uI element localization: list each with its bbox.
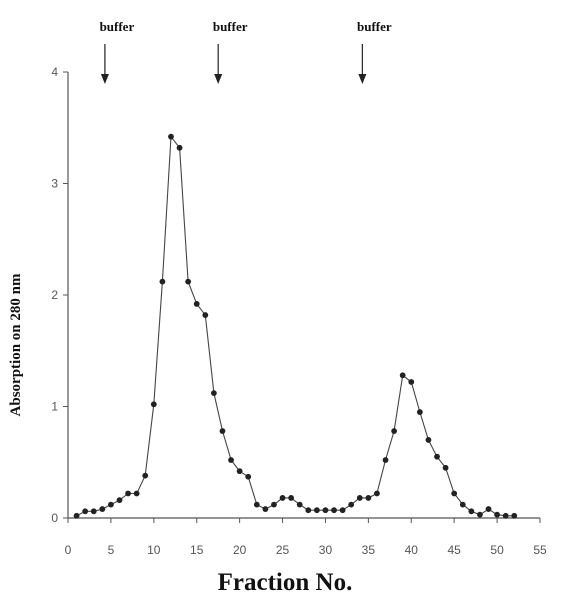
series <box>73 133 518 519</box>
data-point <box>331 507 337 514</box>
buffer-arrow-head <box>358 74 367 84</box>
data-point <box>494 511 500 518</box>
data-point <box>150 401 157 408</box>
data-point <box>322 507 329 514</box>
x-tick-label: 45 <box>448 543 462 557</box>
data-point <box>253 501 260 508</box>
data-point <box>99 506 106 512</box>
x-tick-label: 55 <box>533 543 547 557</box>
x-tick-label: 5 <box>108 543 115 557</box>
x-tick-label: 15 <box>190 543 204 557</box>
buffer-arrow-head <box>100 74 109 84</box>
data-point <box>434 453 440 460</box>
data-point <box>90 508 97 515</box>
data-point <box>133 490 140 497</box>
x-tick-label: 35 <box>362 543 376 557</box>
buffer-label: buffer <box>100 19 135 34</box>
data-point <box>408 379 415 385</box>
data-point <box>236 468 243 475</box>
buffer-annotations: buffer buffer buffer <box>100 19 392 84</box>
data-point <box>365 495 372 501</box>
data-point <box>356 495 363 501</box>
data-point <box>288 495 295 501</box>
data-point <box>296 501 303 508</box>
data-point <box>391 428 398 434</box>
data-point <box>116 497 123 504</box>
buffer-arrow-head <box>214 74 223 84</box>
data-point <box>159 278 166 285</box>
data-point <box>193 301 200 307</box>
data-point <box>374 490 380 497</box>
data-point <box>485 506 492 512</box>
data-point <box>348 501 355 508</box>
data-point <box>425 437 432 443</box>
y-tick-label: 4 <box>51 65 58 79</box>
data-point <box>176 144 183 151</box>
data-point <box>382 457 389 463</box>
y-ticks: 0 1 2 3 4 <box>51 65 68 525</box>
x-tick-label: 10 <box>147 543 161 557</box>
data-point <box>271 501 277 508</box>
data-point <box>442 464 449 471</box>
x-tick-label: 30 <box>319 543 333 557</box>
data-point <box>279 495 286 501</box>
data-point <box>416 409 423 415</box>
x-tick-label: 50 <box>490 543 504 557</box>
data-point <box>82 508 89 515</box>
y-tick-label: 0 <box>51 511 58 525</box>
data-point <box>185 278 192 285</box>
data-point <box>511 512 518 519</box>
data-point <box>477 511 483 518</box>
data-point <box>202 312 209 318</box>
y-tick-label: 3 <box>51 177 58 191</box>
data-point <box>339 507 346 514</box>
data-point <box>313 507 320 514</box>
buffer-label: buffer <box>357 19 392 34</box>
x-tick-label: 40 <box>405 543 419 557</box>
data-point <box>228 457 234 463</box>
data-point <box>168 133 174 140</box>
y-tick-label: 1 <box>51 400 58 414</box>
y-axis-label: Absorption on 280 nm <box>8 273 24 416</box>
x-tick-label: 0 <box>65 543 72 557</box>
data-point <box>125 490 131 497</box>
data-point <box>502 512 509 519</box>
data-point <box>468 508 475 515</box>
data-point <box>451 490 458 497</box>
data-point <box>245 473 252 480</box>
axes <box>67 72 540 519</box>
data-point <box>399 372 406 379</box>
y-tick-label: 2 <box>51 288 58 302</box>
data-point <box>262 506 269 512</box>
data-point <box>459 501 466 508</box>
data-point <box>73 512 80 519</box>
buffer-label: buffer <box>213 19 248 34</box>
x-tick-label: 20 <box>233 543 247 557</box>
data-point <box>305 507 312 514</box>
data-point <box>219 428 226 434</box>
data-point <box>108 501 114 508</box>
x-ticks: 0 5 10 15 20 25 30 35 40 45 50 55 <box>65 518 547 557</box>
series-line <box>76 135 515 517</box>
x-axis-label: Fraction No. <box>218 569 353 596</box>
x-tick-label: 25 <box>276 543 290 557</box>
data-point <box>210 390 217 397</box>
data-point <box>142 472 149 479</box>
